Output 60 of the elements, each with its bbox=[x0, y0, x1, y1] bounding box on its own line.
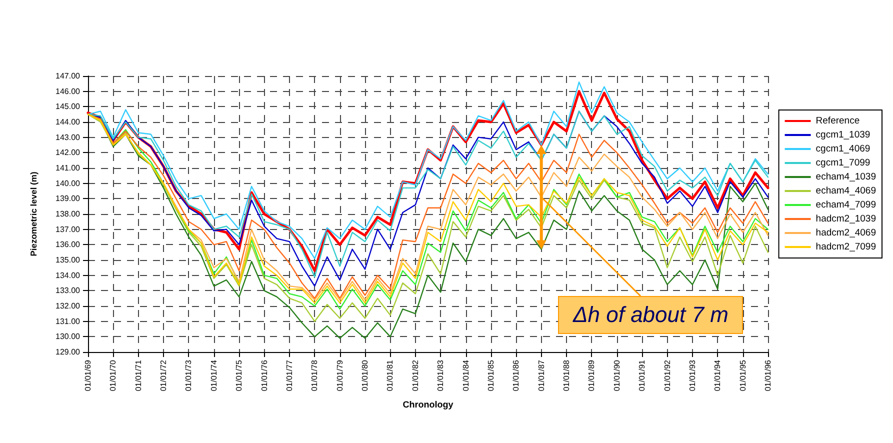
y-tick-label: 133.00 bbox=[56, 286, 81, 296]
x-tick-label: 01/01/69 bbox=[84, 359, 92, 392]
y-tick-label: 134.00 bbox=[56, 270, 81, 280]
x-tick-label: 01/01/89 bbox=[587, 359, 596, 392]
x-tick-label: 01/01/78 bbox=[310, 359, 320, 392]
x-tick-label: 01/01/92 bbox=[662, 359, 672, 392]
legend-label: echam4_4069 bbox=[816, 186, 876, 196]
x-tick-label: 01/01/83 bbox=[436, 359, 446, 392]
x-tick-label: 01/01/84 bbox=[461, 359, 470, 392]
y-tick-label: 144.00 bbox=[56, 118, 81, 126]
y-tick-label: 147.00 bbox=[56, 72, 81, 80]
x-tick-label: 01/01/95 bbox=[738, 359, 748, 392]
y-tick-label: 130.00 bbox=[56, 332, 81, 342]
y-tick-label: 146.00 bbox=[56, 86, 81, 96]
y-tick-label: 145.00 bbox=[56, 102, 81, 112]
y-tick-label: 142.00 bbox=[56, 148, 81, 158]
legend-label: hadcm2_4069 bbox=[816, 228, 876, 238]
y-tick-label: 143.00 bbox=[56, 132, 81, 142]
x-tick-label: 01/01/88 bbox=[562, 359, 572, 392]
y-tick-label: 132.00 bbox=[56, 302, 81, 310]
legend-label: hadcm2_7099 bbox=[816, 242, 876, 252]
x-tick-label: 01/01/90 bbox=[612, 359, 622, 392]
x-tick-label: 01/01/70 bbox=[108, 359, 118, 392]
y-tick-label: 140.00 bbox=[56, 178, 81, 188]
y-tick-label: 135.00 bbox=[56, 256, 81, 264]
x-tick-label: 01/01/79 bbox=[335, 359, 344, 392]
x-tick-label: 01/01/85 bbox=[486, 359, 496, 392]
y-tick-label: 141.00 bbox=[56, 164, 81, 172]
x-tick-label: 01/01/72 bbox=[159, 359, 168, 392]
callout-box: Δh of about 7 m bbox=[558, 296, 744, 334]
x-tick-label: 01/01/86 bbox=[512, 359, 521, 392]
y-tick-label: 139.00 bbox=[56, 194, 81, 204]
x-tick-label: 01/01/76 bbox=[260, 359, 269, 392]
y-tick-label: 136.00 bbox=[56, 240, 81, 250]
x-tick-label: 01/01/81 bbox=[386, 359, 395, 392]
x-tick-label: 01/01/94 bbox=[713, 359, 722, 392]
y-tick-label: 129.00 bbox=[56, 348, 81, 356]
x-tick-label: 01/01/75 bbox=[234, 359, 244, 392]
x-tick-label: 01/01/87 bbox=[536, 359, 546, 392]
x-tick-label: 01/01/93 bbox=[688, 359, 697, 392]
x-tick-label: 01/01/82 bbox=[410, 359, 420, 392]
legend-label: cgcm1_4069 bbox=[816, 144, 870, 154]
x-axis-title: Chronology bbox=[402, 400, 454, 410]
legend-label: cgcm1_7099 bbox=[816, 158, 870, 168]
legend-label: echam4_7099 bbox=[816, 200, 876, 210]
x-tick-label: 01/01/73 bbox=[184, 359, 194, 392]
x-tick-label: 01/01/77 bbox=[284, 359, 294, 392]
y-tick-label: 131.00 bbox=[56, 316, 81, 326]
x-tick-label: 01/01/80 bbox=[360, 359, 370, 392]
y-tick-label: 137.00 bbox=[56, 224, 81, 234]
x-tick-label: 01/01/74 bbox=[209, 359, 218, 392]
y-axis-title: Piezometric level (m) bbox=[28, 172, 38, 256]
x-tick-label: 01/01/71 bbox=[134, 359, 143, 392]
y-tick-label: 138.00 bbox=[56, 210, 81, 218]
legend-label: hadcm2_1039 bbox=[816, 214, 876, 224]
legend-label: cgcm1_1039 bbox=[816, 130, 870, 140]
legend-label: echam4_1039 bbox=[816, 172, 876, 182]
x-tick-label: 01/01/96 bbox=[764, 359, 772, 392]
x-tick-label: 01/01/91 bbox=[638, 359, 647, 392]
legend-label: Reference bbox=[816, 116, 860, 126]
